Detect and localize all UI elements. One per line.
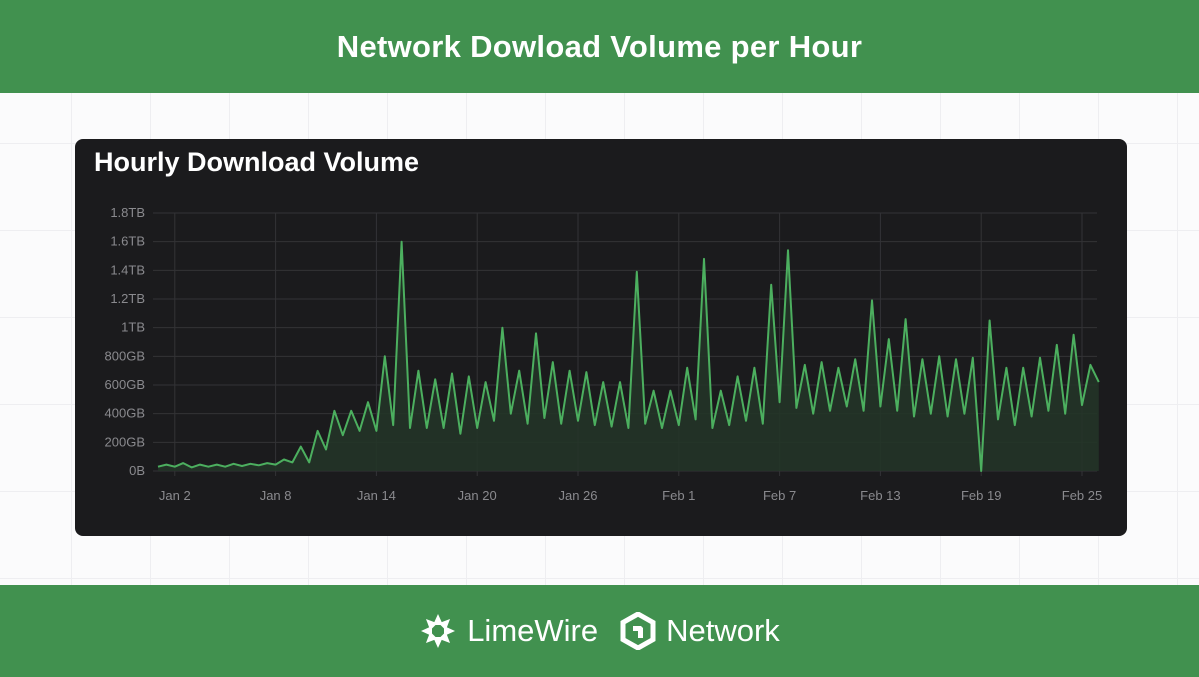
y-tick-label: 1.6TB [110, 234, 145, 249]
y-tick-label: 600GB [105, 377, 145, 392]
y-tick-label: 200GB [105, 434, 145, 449]
x-tick-label: Jan 2 [159, 488, 191, 503]
hexagon-network-icon [620, 612, 656, 650]
header-banner: Network Dowload Volume per Hour [0, 0, 1199, 93]
x-tick-label: Jan 14 [357, 488, 396, 503]
x-tick-label: Jan 26 [558, 488, 597, 503]
chart-card: Hourly Download Volume 0B 200GB 400GB 600GB… [75, 139, 1127, 536]
x-tick-label: Jan 20 [458, 488, 497, 503]
brand-network: Network [666, 613, 780, 648]
y-tick-label: 1.2TB [110, 291, 145, 306]
x-tick-label: Jan 8 [260, 488, 292, 503]
x-tick-label: Feb 1 [662, 488, 695, 503]
network-logo: Network [620, 612, 780, 650]
lime-slice-icon [421, 614, 456, 648]
x-tick-label: Feb 7 [763, 488, 796, 503]
x-tick-label: Feb 19 [961, 488, 1001, 503]
page-title: Network Dowload Volume per Hour [336, 28, 863, 64]
y-tick-label: 800GB [105, 348, 145, 363]
y-tick-label: 400GB [105, 406, 145, 421]
y-tick-label: 1.4TB [110, 262, 145, 277]
y-tick-label: 1TB [121, 320, 145, 335]
y-tick-label: 0B [129, 463, 145, 478]
x-tick-label: Feb 13 [860, 488, 900, 503]
brand-limewire: LimeWire [467, 613, 599, 648]
footer-banner: LimeWire Network [0, 585, 1199, 677]
y-tick-label: 1.8TB [110, 205, 145, 220]
chart-plot: 0B 200GB 400GB 600GB 800GB 1TB 1.2TB 1.4TB 1.6TB… [105, 205, 1103, 503]
x-tick-label: Feb 25 [1062, 488, 1102, 503]
chart-title: Hourly Download Volume [94, 147, 420, 177]
series-area [158, 241, 1099, 471]
limewire-logo: LimeWire [419, 612, 598, 650]
